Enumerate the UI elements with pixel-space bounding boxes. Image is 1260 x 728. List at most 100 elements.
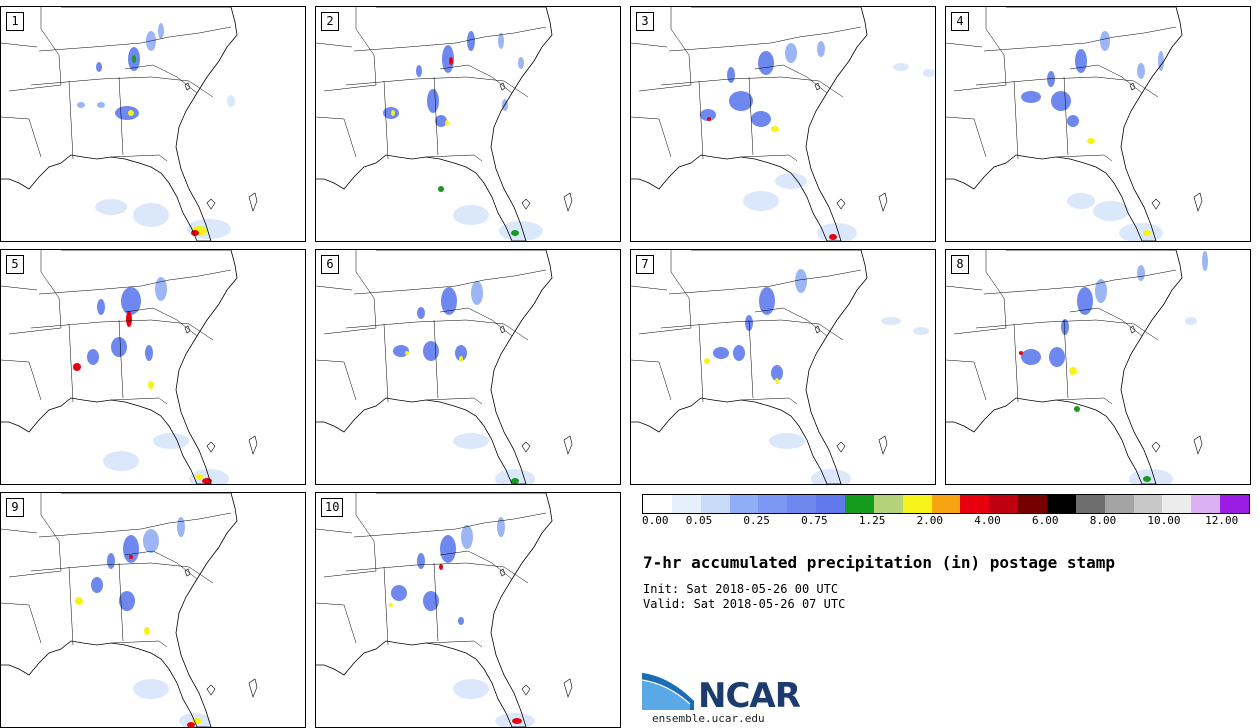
precip-cell (733, 345, 745, 361)
precip-cell (133, 679, 169, 699)
precip-cell (121, 287, 141, 315)
figure-title: 7-hr accumulated precipitation (in) post… (643, 553, 1116, 572)
precip-cell (123, 535, 139, 563)
precip-cell (1093, 201, 1129, 221)
coastline (946, 7, 1183, 241)
precip-cell (1185, 317, 1197, 325)
state-border (631, 285, 668, 291)
precip-cell (771, 126, 779, 132)
colorbar-segment (1075, 495, 1105, 513)
state-border (68, 323, 74, 403)
precip-cell (145, 345, 153, 361)
precipitation-map (316, 493, 573, 727)
state-border (433, 562, 439, 642)
precip-cell (449, 57, 453, 65)
state-border (383, 566, 389, 646)
precipitation-map (316, 250, 573, 484)
precip-cell (389, 603, 393, 607)
precip-cell (417, 553, 425, 569)
precip-cell (427, 89, 439, 113)
state-border (638, 7, 692, 92)
precip-cell (729, 91, 753, 111)
state-border (754, 307, 828, 337)
colorbar-tick-label: 2.00 (916, 514, 944, 527)
state-border (8, 250, 62, 335)
coastline (1, 7, 238, 241)
precipitation-map (946, 250, 1208, 484)
state-border (353, 26, 547, 52)
island-outline (563, 435, 573, 455)
precip-cell (227, 95, 235, 107)
precip-cell (707, 117, 711, 121)
precip-cell (1051, 91, 1071, 111)
state-border (638, 250, 692, 335)
precip-cell (1067, 115, 1079, 127)
island-outline (836, 198, 846, 210)
precip-cell (817, 41, 825, 57)
state-border (983, 269, 1177, 295)
island-outline (521, 198, 531, 210)
state-border (124, 307, 198, 337)
colorbar-tick-label: 4.00 (974, 514, 1001, 527)
state-border (1, 42, 38, 48)
precipitation-map (631, 7, 935, 241)
precip-cell (132, 55, 136, 63)
state-border (433, 319, 439, 399)
precip-cell (192, 718, 202, 724)
precip-cell (1129, 469, 1173, 484)
precip-cell (923, 69, 935, 77)
precip-cell (73, 363, 81, 371)
precip-cell (191, 230, 199, 236)
precip-cell (1087, 138, 1095, 144)
island-outline (206, 441, 216, 453)
precip-cell (881, 317, 901, 325)
state-border (1063, 319, 1069, 399)
precip-cell (77, 102, 85, 108)
precip-cell (518, 57, 524, 69)
state-border (975, 76, 1159, 98)
precip-cell (97, 102, 105, 108)
precip-cell (1074, 406, 1080, 412)
island-outline (499, 82, 506, 91)
precip-cell (1158, 51, 1164, 71)
member-number-label: 9 (6, 498, 24, 517)
state-border (975, 319, 1159, 341)
precip-cell (393, 345, 409, 357)
state-border (631, 42, 668, 48)
state-border (698, 323, 704, 403)
precip-cell (417, 307, 425, 319)
state-border (754, 64, 828, 94)
colorbar-segment (902, 495, 932, 513)
precip-cell (459, 356, 463, 362)
member-panel: 10 (315, 492, 621, 728)
precip-cell (775, 173, 807, 189)
precip-cell (119, 591, 135, 611)
colorbar-segment (1162, 495, 1192, 513)
precip-cell (512, 718, 522, 724)
precip-cell (743, 191, 779, 211)
precip-cell (107, 553, 115, 569)
precip-cell (144, 627, 150, 635)
island-outline (521, 684, 531, 696)
precip-cell (829, 234, 837, 240)
state-border (1013, 323, 1019, 403)
precip-cell (128, 110, 134, 116)
island-outline (878, 435, 888, 455)
state-border (383, 323, 389, 403)
precip-cell (153, 433, 189, 449)
island-outline (1193, 435, 1203, 455)
member-panel: 9 (0, 492, 306, 728)
state-border (425, 154, 483, 162)
precip-cell (96, 62, 102, 72)
ncar-logo-icon (641, 671, 695, 710)
precip-cell (391, 110, 395, 116)
colorbar-segment (845, 495, 874, 513)
precip-cell (1069, 367, 1077, 375)
colorbar-segment (1104, 495, 1134, 513)
precip-cell (405, 351, 409, 355)
island-outline (814, 82, 821, 91)
colorbar-segment (700, 495, 730, 513)
island-outline (878, 192, 888, 212)
state-border (118, 319, 124, 399)
precip-cell (498, 33, 504, 49)
